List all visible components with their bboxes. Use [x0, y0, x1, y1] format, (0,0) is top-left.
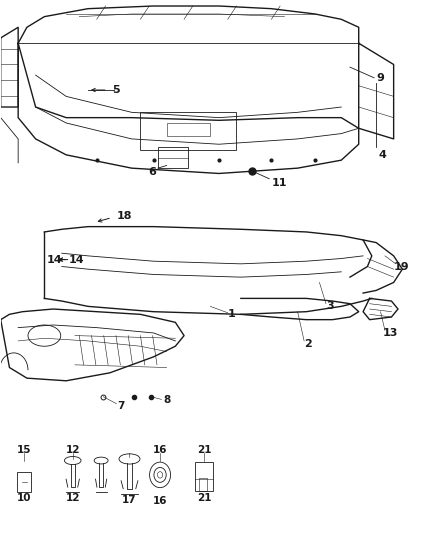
- Text: 1: 1: [228, 309, 236, 319]
- Text: 7: 7: [118, 401, 125, 411]
- Text: 2: 2: [304, 338, 312, 349]
- Text: 14: 14: [47, 255, 63, 264]
- Bar: [195, 462, 213, 491]
- Text: 14: 14: [68, 255, 84, 264]
- Text: 13: 13: [383, 328, 398, 338]
- Bar: [158, 147, 188, 168]
- Text: 12: 12: [66, 445, 80, 455]
- Text: 8: 8: [163, 395, 170, 406]
- Text: 16: 16: [153, 496, 167, 506]
- Text: 12: 12: [66, 492, 80, 503]
- Text: 21: 21: [197, 492, 212, 503]
- Text: 15: 15: [17, 445, 32, 455]
- Text: 3: 3: [326, 301, 334, 311]
- Bar: [166, 123, 210, 136]
- Text: 19: 19: [394, 262, 409, 271]
- Text: 6: 6: [148, 167, 155, 177]
- Text: 9: 9: [376, 73, 384, 83]
- Text: 16: 16: [153, 445, 167, 455]
- Text: 21: 21: [197, 445, 212, 455]
- Text: 17: 17: [122, 495, 137, 505]
- Text: 5: 5: [112, 85, 120, 95]
- Text: 11: 11: [272, 177, 287, 188]
- Text: 18: 18: [117, 211, 132, 221]
- Bar: [141, 112, 237, 150]
- Text: 4: 4: [378, 150, 386, 160]
- Text: 10: 10: [17, 492, 32, 503]
- Bar: [199, 478, 207, 491]
- Bar: [17, 472, 31, 492]
